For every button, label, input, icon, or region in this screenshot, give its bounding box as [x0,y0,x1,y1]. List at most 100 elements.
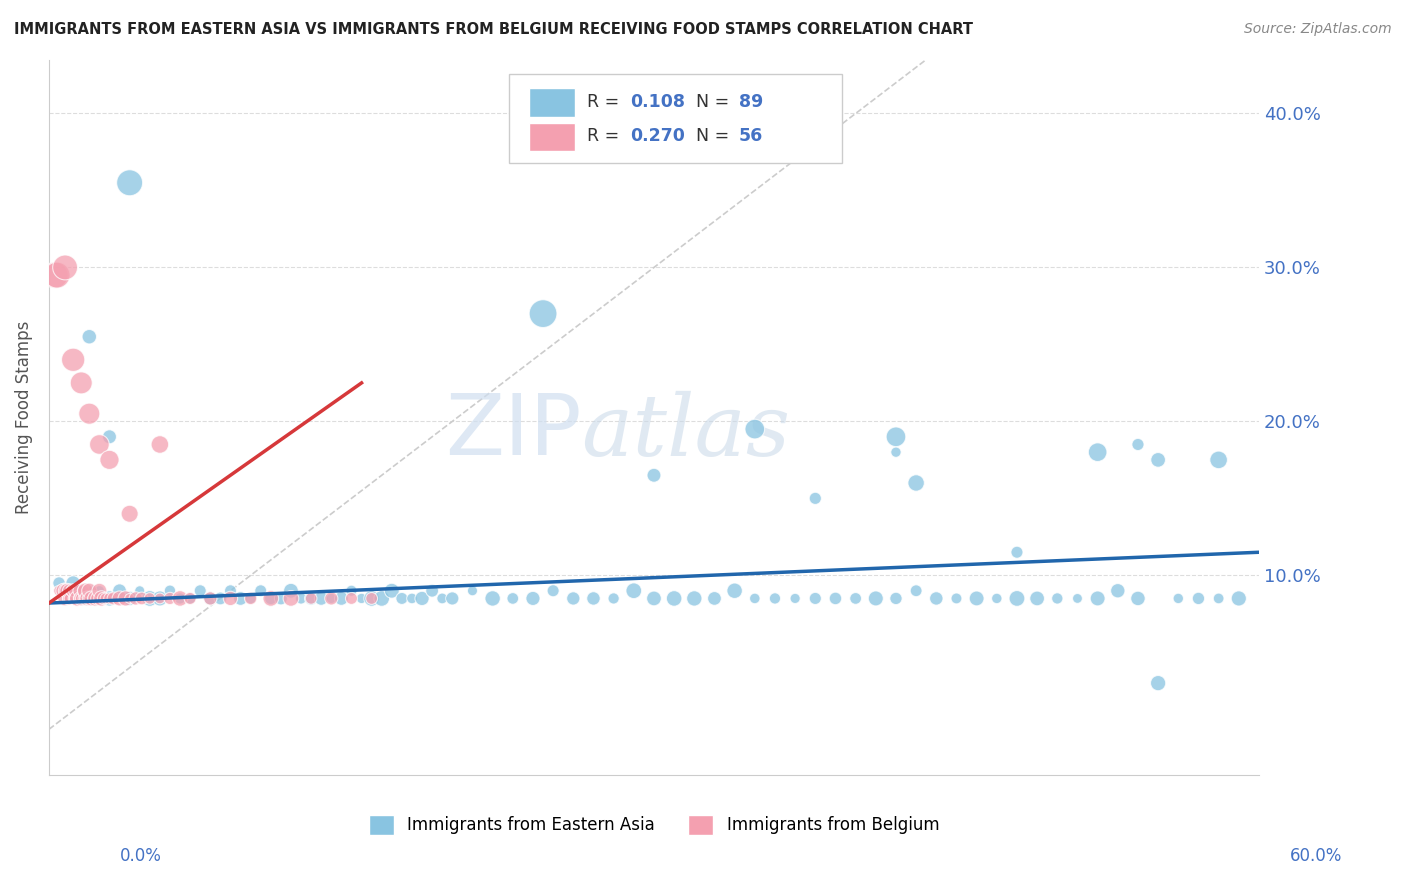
Point [582,591,605,606]
Point [804,591,827,606]
Point [118,507,141,521]
Point [350,591,373,606]
Point [381,583,404,598]
Point [98,591,121,606]
Point [169,591,191,606]
Point [299,591,322,606]
Point [461,583,484,598]
Point [401,591,423,606]
Point [1126,591,1149,606]
Point [703,591,725,606]
Text: ZIP: ZIP [444,391,581,474]
Point [239,591,262,606]
Point [89,583,111,598]
Point [1126,437,1149,451]
Point [945,591,967,606]
Point [865,591,887,606]
Point [785,591,807,606]
Point [67,583,90,598]
Legend: Immigrants from Eastern Asia, Immigrants from Belgium: Immigrants from Eastern Asia, Immigrants… [368,814,939,835]
Point [321,591,343,606]
Point [82,591,104,606]
Point [58,591,80,606]
Point [744,422,766,436]
Point [70,591,93,606]
Point [1208,453,1230,467]
Point [75,591,97,606]
Point [391,591,413,606]
Point [432,591,454,606]
Point [90,591,112,606]
Point [76,591,98,606]
Point [149,591,172,606]
Point [62,576,84,591]
Point [502,591,524,606]
Point [845,591,868,606]
Point [270,591,292,606]
Point [44,268,66,282]
Text: IMMIGRANTS FROM EASTERN ASIA VS IMMIGRANTS FROM BELGIUM RECEIVING FOOD STAMPS CO: IMMIGRANTS FROM EASTERN ASIA VS IMMIGRAN… [14,22,973,37]
Point [884,591,907,606]
Point [1005,591,1028,606]
Point [53,583,76,598]
Point [1107,583,1129,598]
Point [98,591,121,606]
Point [70,591,93,606]
Point [643,591,665,606]
Point [280,591,302,606]
Point [94,591,117,606]
Point [260,591,283,606]
Point [149,437,172,451]
Point [67,591,90,606]
Text: atlas: atlas [581,391,790,473]
Point [62,352,84,367]
Point [925,591,948,606]
Point [884,430,907,444]
Point [108,591,131,606]
Point [103,591,125,606]
Point [239,591,262,606]
Point [309,591,332,606]
Point [884,445,907,459]
Point [75,583,97,598]
Text: R =: R = [588,93,626,111]
Text: N =: N = [696,128,730,145]
Point [602,591,624,606]
Point [93,591,115,606]
Text: 56: 56 [738,128,763,145]
Point [683,591,706,606]
Point [159,591,181,606]
Text: 0.0%: 0.0% [120,847,162,864]
Point [179,591,201,606]
Point [89,437,111,451]
Point [260,591,283,606]
Point [63,583,86,598]
Point [340,583,363,598]
Point [209,591,232,606]
Point [48,576,70,591]
Point [179,591,201,606]
Point [60,583,83,598]
Point [98,430,121,444]
Point [118,591,141,606]
Point [125,591,148,606]
Point [249,583,271,598]
Point [62,591,84,606]
Text: 0.108: 0.108 [630,93,685,111]
FancyBboxPatch shape [529,122,575,152]
Point [118,591,141,606]
Point [58,591,80,606]
Point [108,583,131,598]
Point [128,583,150,598]
Point [79,591,101,606]
Text: R =: R = [588,128,626,145]
Point [159,583,181,598]
Text: N =: N = [696,93,730,111]
Point [58,583,80,598]
Point [481,591,503,606]
Point [114,591,136,606]
Point [188,583,211,598]
Point [411,591,433,606]
Point [662,591,685,606]
Point [541,583,564,598]
